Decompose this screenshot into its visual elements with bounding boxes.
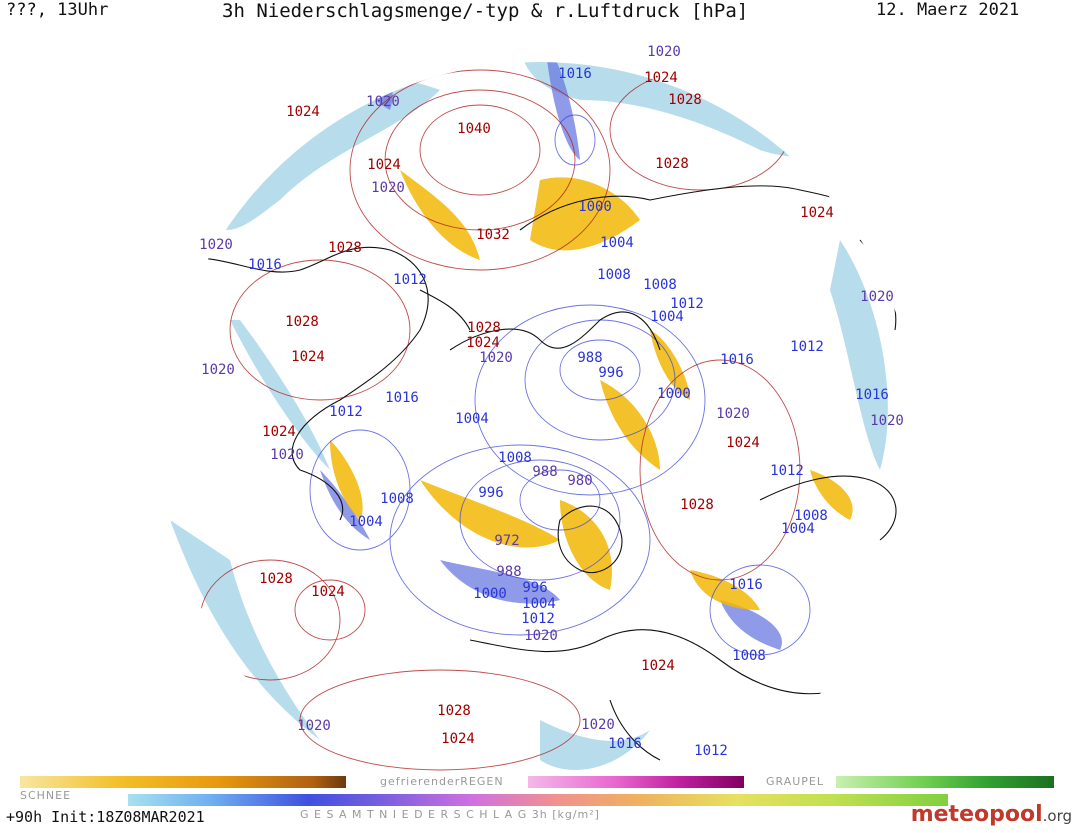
isobar-label: 1016 [720,352,754,368]
isobar-label: 1028 [668,92,702,108]
freezing-rain-legend-swatch [528,776,744,788]
isobar-label: 1016 [855,387,889,403]
isobar-label: 1020 [371,180,405,196]
isobar-label: 1008 [794,508,828,524]
isobar-label: 1008 [643,277,677,293]
isobar-label: 1004 [650,309,684,325]
isobar-label: 1020 [270,447,304,463]
isobar-label: 1028 [259,571,293,587]
isobar-label: 1024 [291,349,325,365]
isobar-label: 1016 [248,257,282,273]
isobar-label: 1020 [581,717,615,733]
graupel-legend-bar [836,776,1054,788]
isobar-label: 988 [532,464,557,480]
total-precip-legend-swatch [128,794,948,806]
isobar-label: 1020 [524,628,558,644]
isobar-label: 1012 [694,743,728,759]
isobar-label: 1004 [522,596,556,612]
isobar-label: 996 [478,485,503,501]
isobar-label: 1032 [476,227,510,243]
isobar-label: 1024 [367,157,401,173]
isobar-label: 1024 [286,104,320,120]
snow-legend-label: SCHNEE [20,789,72,802]
isobar-label: 1024 [311,584,345,600]
isobar-label: 1004 [600,235,634,251]
isobar-label: 1020 [366,94,400,110]
isobar-label: 1024 [726,435,760,451]
isobar-label: 1024 [262,424,296,440]
isobar-label: 1016 [608,736,642,752]
isobar-label: 1012 [329,404,363,420]
isobar-label: 1028 [467,320,501,336]
freezing-rain-legend-bar [528,776,744,788]
isobar-label: 1028 [655,156,689,172]
graupel-legend-swatch [836,776,1054,788]
isobar-label: 1020 [199,237,233,253]
isobar-label: 996 [522,580,547,596]
isobar-label: 1012 [521,611,555,627]
isobar-label: 1020 [860,289,894,305]
precip-rain-layer [170,62,888,770]
isobar-label: 1024 [441,731,475,747]
freezing-rain-legend-label: gefrierenderREGEN [380,775,504,788]
isobar-label: 1012 [790,339,824,355]
isobar-label: 1000 [657,386,691,402]
forecast-time-label: ???, 13Uhr [6,0,109,20]
isobar-label: 1024 [644,70,678,86]
isobar-label: 1016 [385,390,419,406]
isobar-label: 1024 [641,658,675,674]
isobar-label: 1012 [670,296,704,312]
coastlines [174,185,906,761]
isobar-label: 1004 [781,521,815,537]
isobar-label: 988 [577,350,602,366]
isobar-label: 1004 [349,514,383,530]
isobar-label: 1020 [870,413,904,429]
meteopool-logo[interactable]: meteopool.org [911,802,1072,827]
snow-legend-bar [20,776,346,788]
isobar-label: 1040 [457,121,491,137]
precip-snow-layer [330,170,853,610]
isobar-label: 1000 [473,586,507,602]
isobar-label-group: 1024104010241020102010161020102410281028… [199,44,904,759]
isobar-label: 1020 [647,44,681,60]
isobar-label: 1000 [578,199,612,215]
isobar-label: 1008 [732,648,766,664]
isobar-label: 1028 [437,703,471,719]
isobar-label: 1028 [285,314,319,330]
isobar-label: 1020 [201,362,235,378]
isobar-label: 1008 [380,491,414,507]
isobar-label: 1016 [558,66,592,82]
valid-date: 12. Maerz 2021 [876,0,1020,20]
isobar-label: 1016 [729,577,763,593]
total-precip-legend-label: G E S A M T N I E D E R S C H L A G 3h [… [300,808,600,821]
isobar-label: 1028 [328,240,362,256]
logo-tld: .org [1042,807,1072,825]
logo-name: meteopool [910,802,1043,827]
isobar-label: 1020 [297,718,331,734]
map-title: 3h Niederschlagsmenge/-typ & r.Luftdruck… [222,0,749,22]
snow-legend-swatch [20,776,346,788]
isobar-label: 1012 [393,272,427,288]
isobar-label: 1008 [597,267,631,283]
isobar-label: 1012 [770,463,804,479]
precip-heavy-layer [320,62,782,650]
isobar-label: 1008 [498,450,532,466]
isobar-label: 1020 [716,406,750,422]
total-precip-legend-bar [128,794,948,806]
model-run-info: +90h Init:18Z08MAR2021 [6,808,205,826]
isobar-label: 972 [494,533,519,549]
isobar-label: 980 [567,473,592,489]
isobar-label: 1020 [479,350,513,366]
isobar-label: 1024 [800,205,834,221]
isobar-label: 996 [598,365,623,381]
isobar-label: 1004 [455,411,489,427]
polar-weather-map: 1024104010241020102010161020102410281028… [170,44,906,771]
graupel-legend-label: GRAUPEL [766,775,825,788]
isobar-label: 1028 [680,497,714,513]
isobar-label: 1024 [466,335,500,351]
isobar-label: 988 [496,564,521,580]
